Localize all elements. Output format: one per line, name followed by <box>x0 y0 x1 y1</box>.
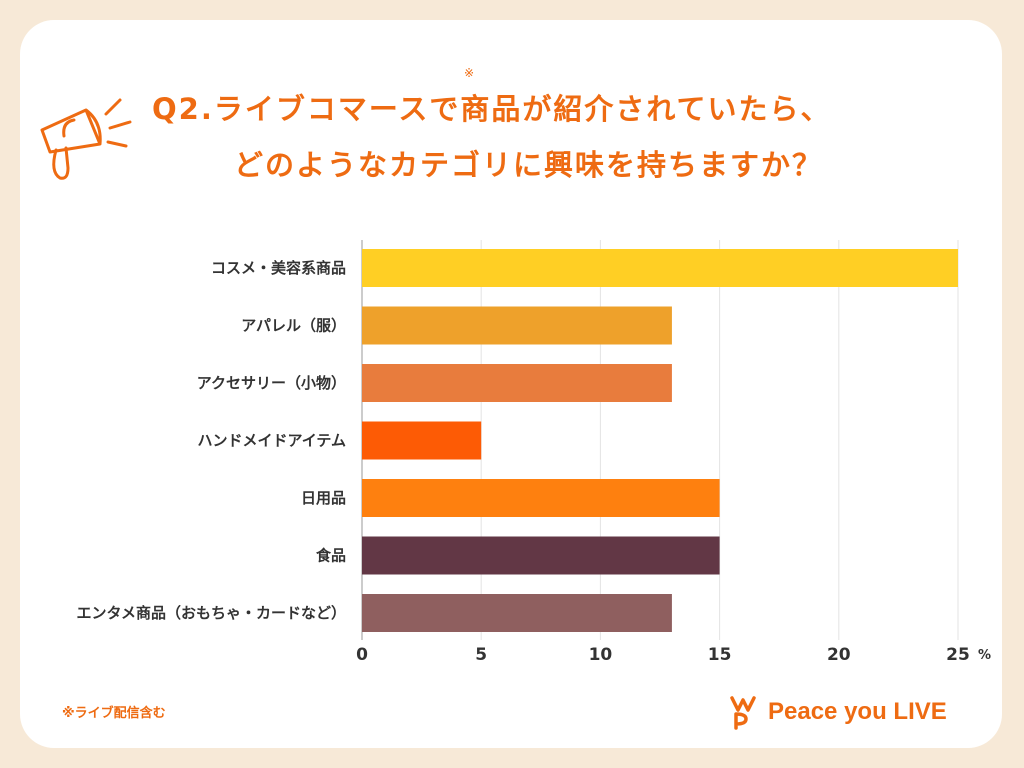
footnote: ※ライブ配信含む <box>62 706 166 721</box>
megaphone-icon <box>40 98 132 180</box>
brand-name: Peace you LIVE <box>768 698 947 725</box>
brand-logo: Peace you LIVE <box>728 694 947 730</box>
title-note-mark: ※ <box>464 66 475 80</box>
category-label: ハンドメイドアイテム <box>197 432 346 450</box>
bars <box>362 249 958 632</box>
x-tick-label: 10 <box>589 645 613 665</box>
x-tick-label: 25 <box>946 645 970 665</box>
category-label: アパレル（服） <box>241 317 346 335</box>
bar <box>362 536 720 575</box>
x-axis-ticks: 0 5 10 15 20 25 <box>356 645 970 665</box>
bar <box>362 306 672 345</box>
x-axis-unit-label: % <box>978 648 991 663</box>
chart-title-line-1: Q2.ライブコマースで商品が紹介されていたら、 <box>152 92 832 126</box>
peace-you-live-logo-icon <box>730 696 756 730</box>
category-label: アクセサリー（小物） <box>197 374 346 392</box>
x-tick-label: 15 <box>708 645 732 665</box>
category-label: 日用品 <box>301 489 346 507</box>
bar <box>362 421 482 460</box>
bar <box>362 364 672 402</box>
chart-title-line-2: どのようなカテゴリに興味を持ちますか？ <box>234 148 824 182</box>
x-tick-label: 5 <box>475 645 487 665</box>
bar <box>362 249 958 287</box>
x-tick-label: 0 <box>356 645 368 665</box>
category-label: 食品 <box>316 547 346 565</box>
bar <box>362 479 720 517</box>
category-label: コスメ・美容系商品 <box>211 259 346 277</box>
bar <box>362 594 672 632</box>
category-label: エンタメ商品（おもちゃ・カードなど） <box>76 604 346 622</box>
x-tick-label: 20 <box>827 645 851 665</box>
